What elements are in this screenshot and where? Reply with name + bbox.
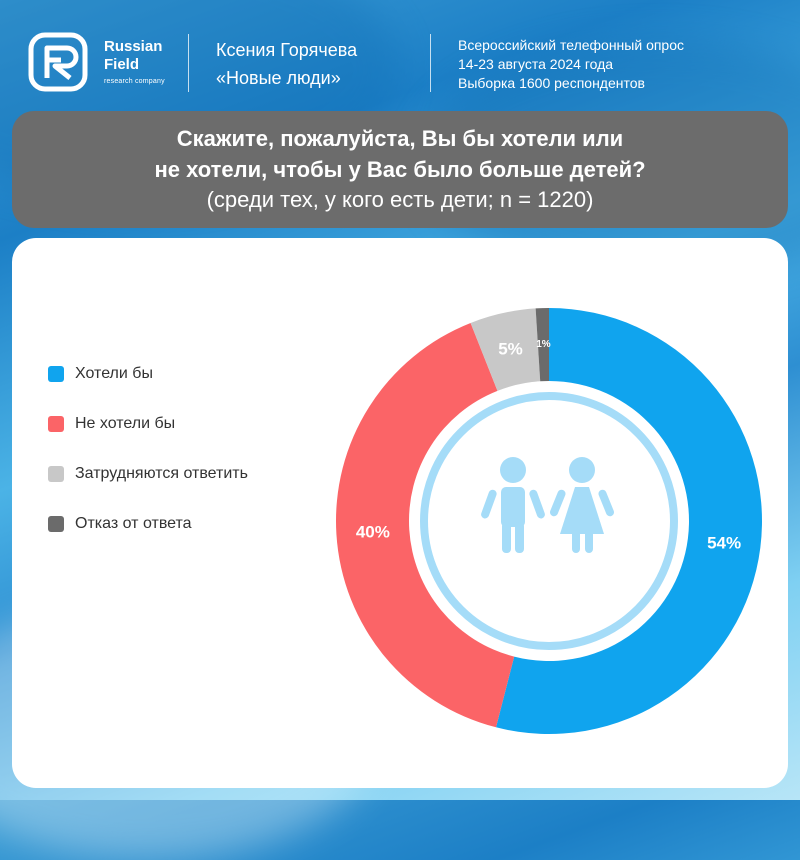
survey-dates: 14-23 августа 2024 года xyxy=(458,56,614,72)
survey-type: Всероссийский телефонный опрос xyxy=(458,37,685,53)
question-title: Скажите, пожалуйста, Вы бы хотели или не… xyxy=(12,123,788,185)
question-banner: Скажите, пожалуйста, Вы бы хотели или не… xyxy=(12,111,788,228)
legend-label: Хотели бы xyxy=(75,365,153,382)
legend-swatch xyxy=(48,466,64,482)
question-line1: Скажите, пожалуйста, Вы бы хотели или xyxy=(176,126,624,151)
slice-label: 5% xyxy=(498,339,523,358)
russian-field-logo xyxy=(28,32,88,92)
header: Russian Field research company Ксения Го… xyxy=(0,0,800,110)
children-icon xyxy=(481,457,614,553)
legend-swatch xyxy=(48,516,64,532)
brand-name: Russian Field xyxy=(104,38,162,74)
author-block: Ксения Горячева «Новые люди» xyxy=(216,36,357,92)
donut-slice xyxy=(470,308,541,391)
donut-slice xyxy=(535,308,549,382)
header-divider xyxy=(188,34,189,92)
header-divider xyxy=(430,34,431,92)
chart-card: Хотели бы Не хотели бы Затрудняются ответи… xyxy=(12,238,788,788)
survey-info: Всероссийский телефонный опрос 14-23 авг… xyxy=(458,36,684,93)
brand-subtitle: research company xyxy=(104,78,165,85)
question-line2: не хотели, чтобы у Вас было больше детей… xyxy=(154,157,646,182)
slice-label: 54% xyxy=(707,534,741,553)
donut-slice xyxy=(336,322,515,728)
donut-chart: 54% 40% 5% 1% xyxy=(336,308,763,734)
chart-center xyxy=(420,392,678,650)
legend-label: Затрудняются ответить xyxy=(75,465,248,482)
brand-line1: Russian xyxy=(104,38,163,55)
legend-swatch xyxy=(48,416,64,432)
donut-slice xyxy=(496,308,763,734)
legend-label: Не хотели бы xyxy=(75,415,176,432)
author-name: Ксения Горячева xyxy=(216,40,358,60)
author-party: «Новые люди» xyxy=(216,68,341,88)
legend-swatch xyxy=(48,366,64,382)
slice-label: 1% xyxy=(536,339,551,350)
legend-label: Отказ от ответа xyxy=(75,515,192,532)
slice-label: 40% xyxy=(356,523,390,542)
brand-line2: Field xyxy=(104,56,140,73)
survey-sample: Выборка 1600 респондентов xyxy=(458,75,645,91)
question-subtitle: (среди тех, у кого есть дети; n = 1220) xyxy=(206,187,594,212)
center-ring xyxy=(420,392,678,650)
